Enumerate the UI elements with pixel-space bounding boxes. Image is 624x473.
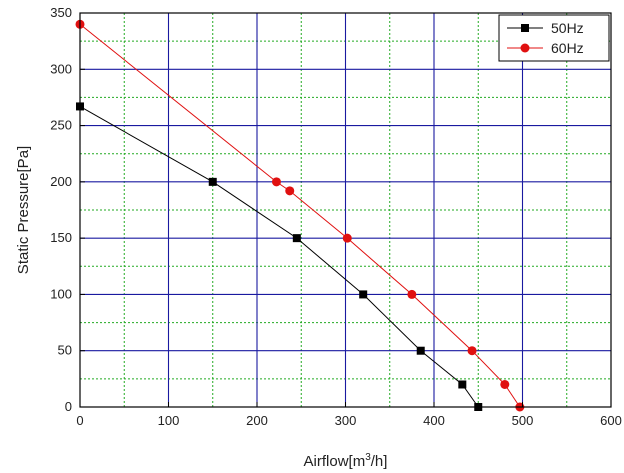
x-axis-title: Airflow[m3/h] [304,452,388,470]
y-tick-label: 350 [50,5,72,20]
x-tick-label: 500 [512,413,534,428]
x-tick-label: 0 [76,413,83,428]
series-layer [75,19,525,412]
y-tick-label: 0 [65,399,72,414]
data-point [342,233,352,243]
data-point [285,186,295,196]
data-point [208,177,217,186]
y-tick-label: 300 [50,61,72,76]
x-tick-label: 100 [158,413,180,428]
x-tick-label: 200 [246,413,268,428]
legend-marker [521,24,529,32]
legend-box [498,14,610,62]
data-point [292,234,301,243]
series-line [79,23,521,408]
legend-item: 60Hz [507,40,584,56]
series-50Hz [76,102,483,411]
series-60Hz [75,19,525,412]
data-point [359,290,368,299]
data-point [458,380,467,389]
series-line [79,105,479,408]
data-point [500,379,510,389]
legend-item: 50Hz [507,20,584,36]
tick-labels: 0 100 200 300 400 500 600 0 50 100 150 200 250 300 350 [50,5,622,428]
data-point [416,346,425,355]
legend-label: 50Hz [551,20,584,36]
grid [80,13,611,407]
x-tick-label: 300 [335,413,357,428]
x-tick-label: 600 [600,413,622,428]
y-tick-label: 150 [50,230,72,245]
y-tick-label: 200 [50,174,72,189]
data-point [467,346,477,356]
legend-label: 60Hz [551,40,584,56]
legend: 50Hz 60Hz [498,14,610,62]
y-tick-label: 250 [50,118,72,133]
data-point [407,289,417,299]
legend-marker [520,43,530,53]
y-axis-title: Static Pressure[Pa] [15,146,32,274]
y-tick-label: 50 [58,343,72,358]
data-point [271,177,281,187]
x-tick-label: 400 [423,413,445,428]
y-tick-label: 100 [50,286,72,301]
